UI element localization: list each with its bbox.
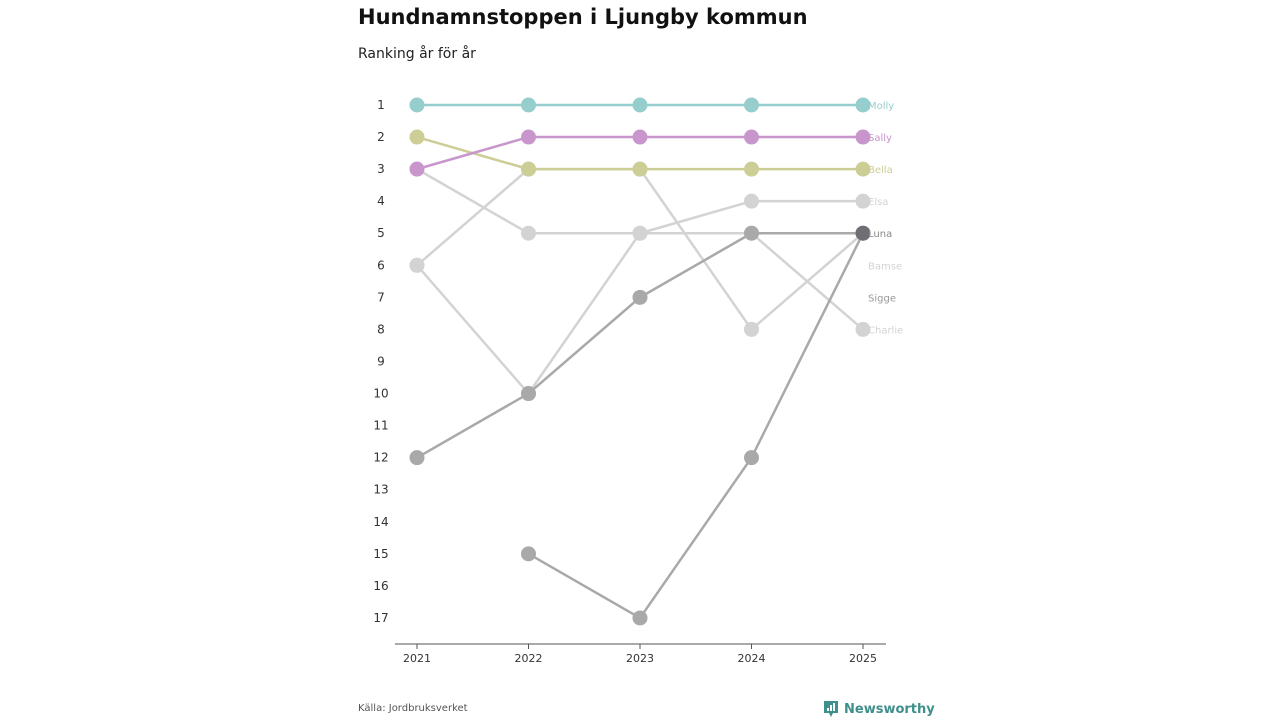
series-point-molly bbox=[744, 97, 759, 113]
series-point-elsa bbox=[855, 193, 871, 209]
y-tick-label: 12 bbox=[373, 451, 388, 465]
series-point-molly bbox=[409, 97, 425, 113]
series-label-luna: Luna bbox=[868, 229, 892, 240]
y-tick-label: 13 bbox=[373, 483, 388, 497]
y-tick-label: 11 bbox=[373, 419, 388, 433]
series-point-molly bbox=[632, 97, 648, 113]
series-label-bella: Bella bbox=[868, 165, 893, 176]
x-tick-label: 2025 bbox=[849, 652, 877, 665]
series-label-charlie: Charlie bbox=[868, 325, 903, 336]
series-point-bella bbox=[409, 129, 425, 145]
y-tick-label: 2 bbox=[377, 130, 385, 144]
series-point-bella bbox=[632, 161, 648, 177]
y-tick-label: 1 bbox=[377, 98, 385, 112]
series-point-luna bbox=[521, 386, 536, 402]
x-tick-label: 2024 bbox=[738, 652, 766, 665]
series-point-luna bbox=[409, 450, 425, 466]
series-point-elsa bbox=[744, 193, 759, 209]
y-tick-label: 4 bbox=[377, 194, 385, 208]
series-point-charlie bbox=[855, 321, 871, 337]
series-point-sigge bbox=[632, 610, 648, 626]
series-point-sigge bbox=[521, 546, 536, 562]
series-label-elsa: Elsa bbox=[868, 197, 888, 208]
y-tick-label: 15 bbox=[373, 547, 388, 561]
series-point-sally bbox=[409, 161, 425, 177]
newsworthy-chart-icon bbox=[824, 701, 838, 717]
series-point-bella bbox=[744, 161, 759, 177]
series-point-sally bbox=[521, 129, 536, 145]
series-label-bamse: Bamse bbox=[868, 261, 902, 272]
y-tick-label: 3 bbox=[377, 162, 385, 176]
series-point-bamse bbox=[409, 257, 425, 273]
y-tick-label: 6 bbox=[377, 258, 385, 272]
brand-name: Newsworthy bbox=[844, 701, 935, 717]
y-tick-label: 9 bbox=[377, 354, 385, 368]
series-point-sigge bbox=[744, 450, 759, 466]
series-line-luna bbox=[416, 231, 863, 459]
series-point-luna bbox=[632, 289, 648, 305]
chart-title: Hundnamnstoppen i Ljungby kommun bbox=[358, 5, 808, 29]
series-label-sally: Sally bbox=[868, 133, 892, 144]
series-point-sally bbox=[632, 129, 648, 145]
series-point-elsa bbox=[632, 225, 648, 241]
series-label-sigge: Sigge bbox=[868, 293, 896, 304]
y-tick-label: 8 bbox=[377, 322, 385, 336]
y-tick-label: 17 bbox=[373, 611, 388, 625]
series-point-molly bbox=[521, 97, 536, 113]
y-tick-label: 16 bbox=[373, 579, 388, 593]
y-tick-label: 5 bbox=[377, 226, 385, 240]
series-label-molly: Molly bbox=[868, 101, 894, 112]
y-tick-label: 14 bbox=[373, 515, 388, 529]
series-point-bella bbox=[855, 161, 871, 177]
series-point-bamse bbox=[744, 321, 759, 337]
series-point-bella bbox=[521, 161, 536, 177]
series-point-sally bbox=[855, 129, 871, 145]
x-tick-label: 2022 bbox=[515, 652, 543, 665]
series-point-elsa bbox=[521, 225, 536, 241]
series-line-elsa bbox=[416, 168, 863, 235]
chart-subtitle: Ranking år för år bbox=[358, 46, 476, 62]
series-line-bamse bbox=[416, 167, 864, 331]
series-point-luna bbox=[744, 225, 759, 241]
source-note: Källa: Jordbruksverket bbox=[358, 703, 468, 714]
series-line-sigge bbox=[527, 232, 865, 620]
x-tick-label: 2023 bbox=[626, 652, 654, 665]
series-point-luna bbox=[855, 225, 871, 241]
y-tick-label: 7 bbox=[377, 290, 385, 304]
brand-logo: Newsworthy bbox=[823, 700, 935, 718]
y-tick-label: 10 bbox=[373, 387, 388, 401]
x-tick-label: 2021 bbox=[403, 652, 431, 665]
series-point-sally bbox=[744, 129, 759, 145]
series-point-molly bbox=[855, 97, 871, 113]
